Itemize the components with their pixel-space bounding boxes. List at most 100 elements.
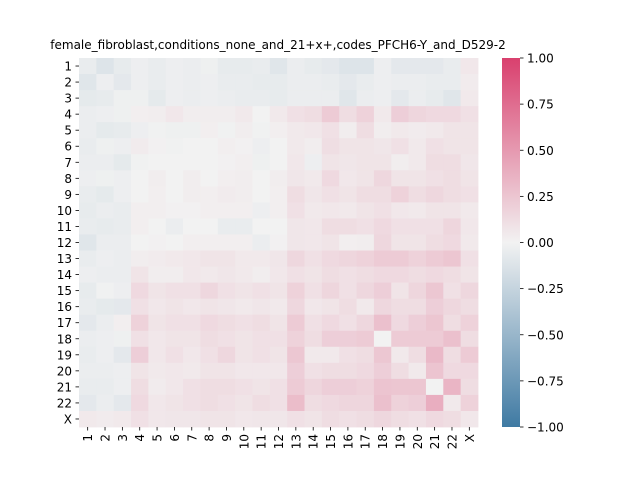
heatmap-cell	[356, 154, 375, 171]
heatmap-cell	[339, 218, 357, 235]
heatmap-cell	[460, 74, 479, 91]
heatmap-cell	[235, 362, 253, 380]
heatmap-cell	[356, 186, 375, 203]
heatmap-cell	[252, 106, 271, 123]
heatmap-cell	[391, 154, 410, 171]
column-tick-label: 22	[445, 434, 459, 449]
heatmap-cell	[460, 202, 479, 219]
column-tick-label: 3	[116, 434, 130, 442]
heatmap-cell	[113, 378, 132, 396]
heatmap-cell	[356, 138, 375, 155]
heatmap-cell	[113, 202, 132, 219]
heatmap-cell	[304, 266, 323, 284]
heatmap-cell	[148, 330, 167, 348]
heatmap-cell	[148, 298, 167, 316]
heatmap-cell	[79, 218, 97, 235]
colorbar-tick-labels: 1.00 0.75 0.50 0.25 0.00 −0.25 −0.50 −0.75 −1.00	[520, 52, 564, 435]
heatmap-cell	[339, 330, 357, 348]
heatmap-cell	[200, 122, 219, 139]
heatmap-cell	[425, 170, 444, 187]
heatmap-cell	[373, 234, 392, 251]
heatmap-cell	[339, 378, 357, 396]
row-tick-label: 15	[57, 284, 72, 298]
heatmap-cell	[321, 282, 340, 300]
row-tick-label: 18	[57, 332, 72, 346]
heatmap-cell	[287, 106, 305, 123]
heatmap-cell	[131, 266, 149, 284]
heatmap-cell	[269, 218, 288, 235]
heatmap-cell	[217, 282, 236, 300]
heatmap-cell	[304, 58, 323, 75]
heatmap-cell	[460, 186, 479, 203]
heatmap-cell	[200, 330, 219, 348]
heatmap-cell	[252, 410, 271, 428]
column-tick-label: 7	[185, 434, 199, 442]
heatmap-cell	[252, 74, 271, 91]
heatmap-cell	[356, 378, 375, 396]
heatmap-cell	[321, 90, 340, 107]
heatmap-cell	[235, 282, 253, 300]
heatmap-cell	[339, 58, 357, 75]
heatmap-cell	[96, 330, 115, 348]
heatmap-cell	[269, 58, 288, 75]
heatmap-cell	[183, 298, 201, 316]
column-tick-label: 2	[99, 434, 113, 442]
heatmap-cell	[113, 266, 132, 284]
heatmap-cell	[304, 298, 323, 316]
heatmap-cell	[79, 154, 97, 171]
heatmap-cell	[79, 346, 97, 364]
heatmap-cell	[269, 170, 288, 187]
heatmap-cell	[269, 90, 288, 107]
heatmap-cell	[217, 250, 236, 267]
heatmap-cell	[304, 186, 323, 203]
heatmap-cell	[148, 378, 167, 396]
heatmap-cell	[339, 362, 357, 380]
heatmap-cell	[356, 58, 375, 75]
heatmap-cell	[408, 90, 427, 107]
heatmap-cell	[183, 378, 201, 396]
heatmap-cell	[113, 346, 132, 364]
heatmap-cell	[408, 122, 427, 139]
heatmap-cell	[287, 122, 305, 139]
heatmap-cell	[321, 122, 340, 139]
heatmap-cell	[217, 170, 236, 187]
heatmap-cell	[200, 298, 219, 316]
heatmap-cell	[165, 202, 184, 219]
heatmap-cell	[391, 410, 410, 428]
heatmap-cell	[269, 202, 288, 219]
heatmap-cell	[443, 74, 462, 91]
heatmap-cell	[79, 266, 97, 284]
heatmap-cell	[373, 250, 392, 267]
row-tick-label: 6	[64, 140, 72, 154]
heatmap-cell	[131, 90, 149, 107]
heatmap-cell	[96, 266, 115, 284]
heatmap-cell	[96, 170, 115, 187]
heatmap-cell	[217, 154, 236, 171]
heatmap-cell	[252, 154, 271, 171]
heatmap-cell	[200, 314, 219, 332]
heatmap-cell	[321, 74, 340, 91]
heatmap-cell	[443, 362, 462, 380]
heatmap-cell	[269, 378, 288, 396]
column-tick-label: 8	[203, 434, 217, 442]
heatmap-cell	[391, 378, 410, 396]
heatmap-cell	[252, 90, 271, 107]
heatmap-cell	[165, 122, 184, 139]
column-tick-label: 1	[81, 434, 95, 442]
heatmap-cell	[425, 234, 444, 251]
heatmap-cell	[252, 138, 271, 155]
heatmap-cell	[79, 106, 97, 123]
row-tick-label: 1	[64, 60, 72, 74]
heatmap-cell	[321, 378, 340, 396]
heatmap-cell	[165, 266, 184, 284]
heatmap-cell	[408, 250, 427, 267]
heatmap-cell	[165, 378, 184, 396]
heatmap-cell	[113, 74, 132, 91]
heatmap-cell	[287, 90, 305, 107]
heatmap-cell	[113, 106, 132, 123]
heatmap-cell	[408, 362, 427, 380]
heatmap-cell	[425, 394, 444, 412]
column-tick-label: 4	[133, 434, 147, 442]
heatmap-cell	[425, 106, 444, 123]
heatmap-cell	[165, 362, 184, 380]
